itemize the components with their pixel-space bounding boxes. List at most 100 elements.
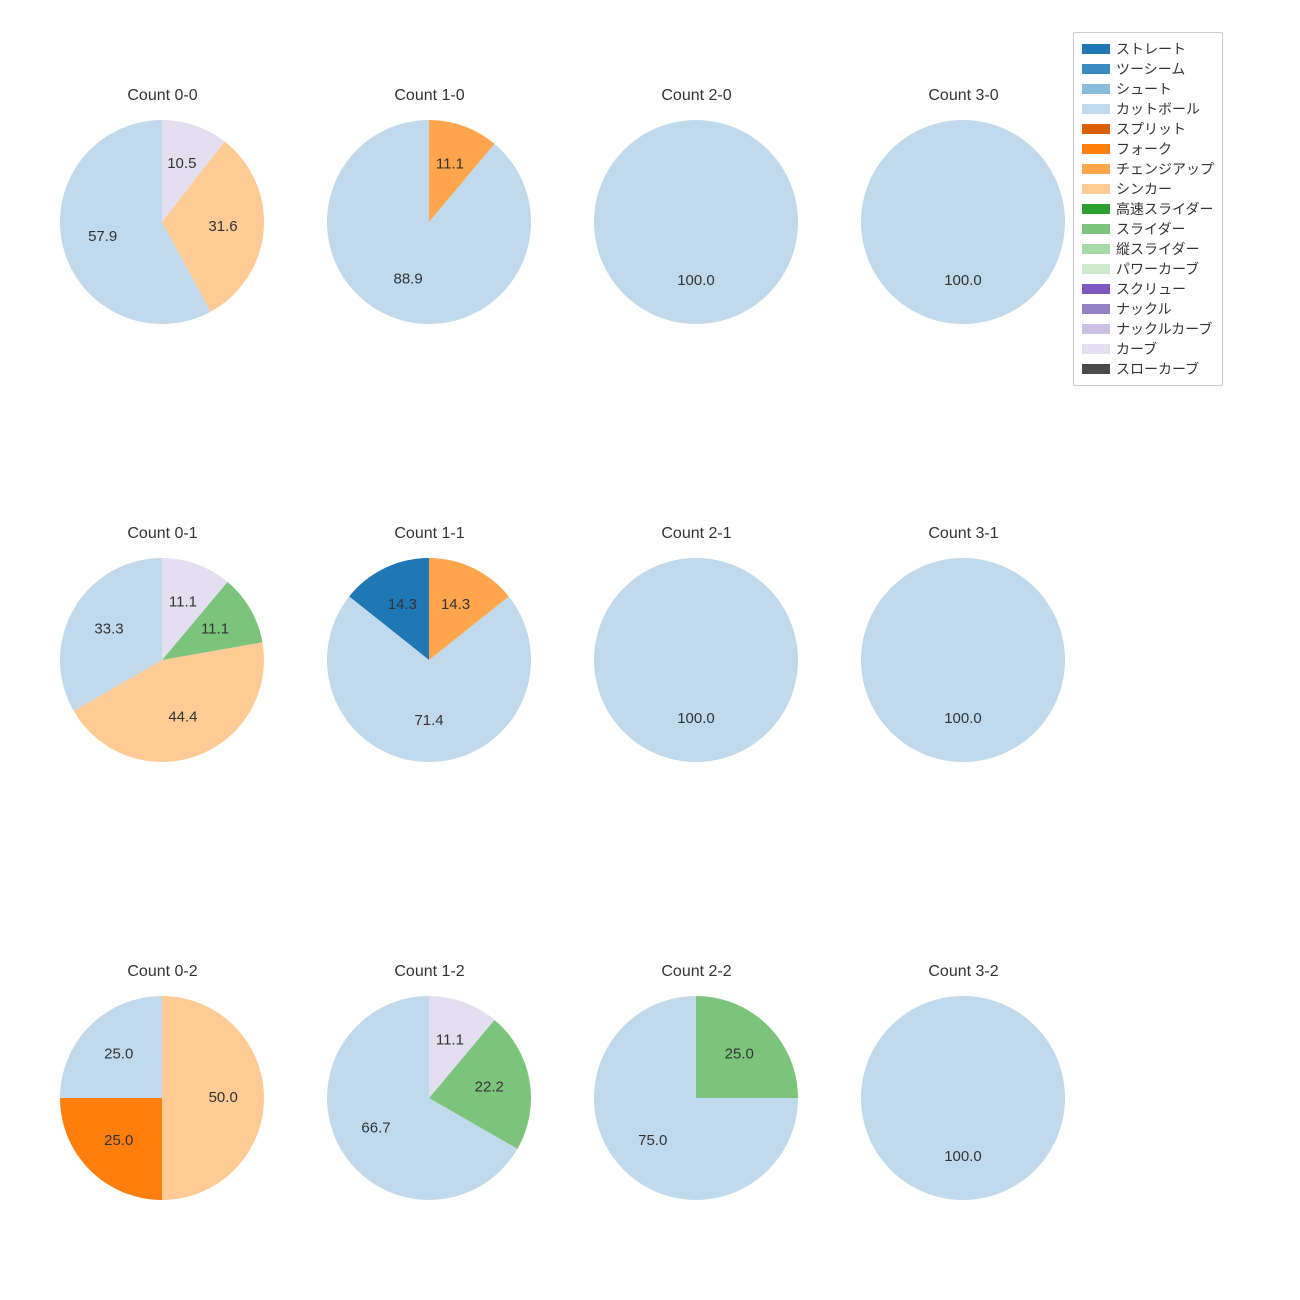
pie-slice-label: 100.0 [944, 710, 982, 727]
legend-swatch [1082, 84, 1110, 94]
pie-chart: 100.0 [574, 82, 819, 362]
pie-slice-label: 88.9 [393, 270, 422, 287]
legend-item: スプリット [1082, 119, 1214, 139]
pie-slice-label: 71.4 [414, 712, 443, 729]
legend-label: カットボール [1116, 99, 1200, 119]
pie-chart: 75.0 25.0 [574, 958, 819, 1238]
pie-slice-label: 14.3 [388, 596, 417, 613]
legend-item: ツーシーム [1082, 59, 1214, 79]
legend-swatch [1082, 204, 1110, 214]
panel-title: Count 2-1 [574, 525, 819, 543]
legend-label: ナックルカーブ [1116, 319, 1212, 339]
pie-chart: 25.025.050.0 [40, 958, 285, 1238]
legend-swatch [1082, 44, 1110, 54]
panel-count-2-2: Count 2-275.025.0 [574, 958, 819, 1238]
legend-swatch [1082, 244, 1110, 254]
legend-label: ストレート [1116, 39, 1186, 59]
pie-chart: 33.344.411.111.1 [40, 520, 285, 800]
legend: ストレートツーシームシュートカットボールスプリットフォークチェンジアップシンカー… [1073, 32, 1223, 386]
legend-swatch [1082, 144, 1110, 154]
pie-chart: 14.3 71.4 14.3 [307, 520, 552, 800]
pie-slice-label: 14.3 [441, 596, 470, 613]
legend-label: カーブ [1116, 339, 1157, 359]
panel-count-0-0: Count 0-057.931.610.5 [40, 82, 285, 362]
panel-title: Count 3-2 [841, 963, 1086, 981]
legend-label: スライダー [1116, 219, 1185, 239]
legend-swatch [1082, 184, 1110, 194]
legend-item: パワーカーブ [1082, 259, 1214, 279]
pie-slice-label: 11.1 [436, 1031, 464, 1048]
legend-swatch [1082, 304, 1110, 314]
legend-swatch [1082, 264, 1110, 274]
pie-slice-label: 100.0 [944, 272, 982, 289]
figure: Count 0-057.931.610.5Count 1-088.911.1Co… [0, 0, 1300, 1300]
legend-item: カーブ [1082, 339, 1214, 359]
panel-title: Count 2-0 [574, 87, 819, 105]
legend-label: フォーク [1116, 139, 1172, 159]
legend-label: スローカーブ [1116, 359, 1199, 379]
pie-chart: 57.931.610.5 [40, 82, 285, 362]
pie-slice [594, 120, 798, 324]
legend-item: 縦スライダー [1082, 239, 1214, 259]
pie-chart: 66.722.211.1 [307, 958, 552, 1238]
legend-swatch [1082, 364, 1110, 374]
panel-title: Count 3-0 [841, 87, 1086, 105]
pie-slice-label: 44.4 [168, 708, 197, 725]
legend-swatch [1082, 324, 1110, 334]
pie-slice-label: 11.1 [436, 155, 464, 172]
pie-slice [861, 120, 1065, 324]
legend-swatch [1082, 124, 1110, 134]
pie-slice-label: 75.0 [638, 1132, 667, 1149]
pie-slice-label: 25.0 [725, 1046, 754, 1063]
legend-label: シュート [1116, 79, 1172, 99]
pie-slice [861, 558, 1065, 762]
panel-count-3-0: Count 3-0 100.0 [841, 82, 1086, 362]
legend-label: スクリュー [1116, 279, 1186, 299]
legend-swatch [1082, 64, 1110, 74]
pie-slice-label: 66.7 [361, 1120, 390, 1137]
legend-item: ナックルカーブ [1082, 319, 1214, 339]
pie-slice-label: 33.3 [94, 620, 123, 637]
legend-item: カットボール [1082, 99, 1214, 119]
pie-slice-label: 100.0 [677, 272, 715, 289]
pie-chart: 100.0 [574, 520, 819, 800]
pie-chart: 88.9 11.1 [307, 82, 552, 362]
panel-title: Count 0-2 [40, 963, 285, 981]
legend-label: スプリット [1116, 119, 1186, 139]
pie-slice-label: 11.1 [169, 593, 197, 610]
panel-count-3-2: Count 3-2 100.0 [841, 958, 1086, 1238]
pie-chart: 100.0 [841, 82, 1086, 362]
pie-slice-label: 100.0 [944, 1148, 982, 1165]
legend-swatch [1082, 344, 1110, 354]
panel-title: Count 1-2 [307, 963, 552, 981]
pie-slice-label: 100.0 [677, 710, 715, 727]
panel-count-2-1: Count 2-1 100.0 [574, 520, 819, 800]
panel-count-1-0: Count 1-0 88.9 11.1 [307, 82, 552, 362]
legend-label: シンカー [1116, 179, 1172, 199]
legend-item: ナックル [1082, 299, 1214, 319]
panel-count-0-1: Count 0-133.344.411.111.1 [40, 520, 285, 800]
pie-slice-label: 25.0 [104, 1132, 133, 1149]
legend-item: シンカー [1082, 179, 1214, 199]
panel-title: Count 0-1 [40, 525, 285, 543]
pie-chart: 100.0 [841, 520, 1086, 800]
legend-label: ツーシーム [1116, 59, 1185, 79]
pie-slice-label: 31.6 [208, 218, 237, 235]
pie-slice [594, 558, 798, 762]
pie-slice-label: 57.9 [88, 228, 117, 245]
legend-item: チェンジアップ [1082, 159, 1214, 179]
legend-swatch [1082, 224, 1110, 234]
legend-item: 高速スライダー [1082, 199, 1214, 219]
legend-label: 高速スライダー [1116, 199, 1213, 219]
legend-label: チェンジアップ [1116, 159, 1214, 179]
panel-count-0-2: Count 0-225.025.050.0 [40, 958, 285, 1238]
legend-item: ストレート [1082, 39, 1214, 59]
pie-chart: 100.0 [841, 958, 1086, 1238]
legend-item: スクリュー [1082, 279, 1214, 299]
panel-title: Count 0-0 [40, 87, 285, 105]
legend-label: パワーカーブ [1116, 259, 1199, 279]
legend-item: スローカーブ [1082, 359, 1214, 379]
legend-swatch [1082, 104, 1110, 114]
panel-title: Count 1-0 [307, 87, 552, 105]
legend-item: スライダー [1082, 219, 1214, 239]
